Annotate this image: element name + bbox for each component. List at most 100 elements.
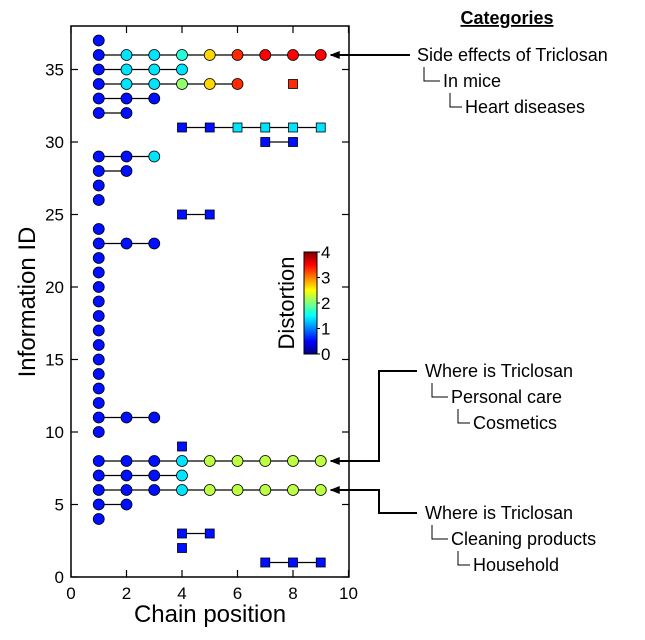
chain-point-circle	[314, 484, 327, 496]
chain-point-square	[232, 122, 243, 133]
chain-point-circle	[176, 484, 188, 496]
plot-frame	[70, 25, 350, 578]
chain-point-circle	[92, 165, 105, 177]
chain-point-square	[204, 528, 215, 539]
chain-point-circle	[176, 469, 188, 482]
chain-point-circle	[148, 455, 161, 467]
chain-point-circle	[92, 382, 105, 395]
chain-point-circle	[120, 107, 133, 119]
chain-point-circle	[92, 252, 105, 264]
chain-point-circle	[92, 179, 105, 192]
chain-point-circle	[92, 78, 105, 90]
x-tick-label: 0	[66, 584, 75, 603]
colorbar-ticks: 0 1 2 3 4	[317, 243, 330, 364]
chain-point-circle	[148, 469, 161, 482]
chain-point-circle	[92, 455, 105, 467]
chain-point-circle	[203, 78, 216, 90]
annotation-arrow	[329, 370, 417, 465]
chain-point-circle	[148, 78, 161, 90]
chain-point-square	[177, 441, 187, 452]
chain-point-circle	[314, 49, 327, 61]
chain-point-circle	[92, 469, 105, 482]
chain-point-square	[177, 543, 187, 553]
y-tick-label: 20	[45, 278, 64, 297]
colorbar: Distortion 0 1 2 3 4	[274, 243, 330, 364]
chain-point-circle	[148, 411, 161, 424]
chain-point-circle	[287, 49, 299, 61]
chain-point-square	[177, 528, 187, 539]
chain-point-square	[177, 122, 187, 133]
chain-point-circle	[92, 324, 105, 337]
chain-point-circle	[120, 484, 133, 496]
chain-point-circle	[176, 455, 188, 467]
chain-point-circle	[148, 237, 161, 250]
chain-point-circle	[120, 237, 133, 250]
colorbar-label: Distortion	[274, 257, 299, 350]
chain-point-square	[177, 209, 187, 220]
x-axis-label: Chain position	[134, 601, 286, 628]
y-tick-label: 35	[45, 61, 64, 80]
chain-point-circle	[92, 150, 105, 163]
chain-point-circle	[203, 49, 216, 61]
chain-point-square	[315, 122, 326, 133]
chain-point-circle	[314, 455, 327, 467]
chain-point-circle	[92, 194, 105, 206]
annotation-tree-line	[431, 525, 448, 540]
chain-point-circle	[120, 455, 133, 467]
x-tick-label: 2	[122, 584, 131, 603]
chain-point-circle	[92, 513, 105, 525]
chain-point-circle	[92, 92, 105, 105]
chain-point-circle	[148, 49, 161, 61]
chain-point-circle	[92, 34, 105, 47]
annotation-tree-line	[431, 383, 448, 398]
annotation-label: Where is Triclosan	[425, 361, 573, 381]
categories-header: Categories	[460, 8, 553, 28]
y-tick-label: 0	[55, 568, 64, 587]
chain-point-circle	[92, 397, 105, 409]
annotation-tree-line	[457, 551, 470, 566]
chain-point-circle	[92, 107, 105, 119]
annotation-label: Household	[473, 555, 559, 575]
chain-point-circle	[92, 295, 105, 308]
y-tick-label: 15	[45, 351, 64, 370]
chain-point-circle	[120, 92, 133, 105]
x-tick-label: 10	[339, 584, 358, 603]
chain-point-circle	[259, 455, 272, 467]
chain-point-circle	[120, 150, 133, 163]
colorbar-tick-label: 4	[321, 243, 330, 262]
annotation-label: Side effects of Triclosan	[417, 45, 608, 65]
chain-point-circle	[259, 49, 272, 61]
annotation-label: Cleaning products	[451, 529, 596, 549]
annotation-tree-line	[449, 93, 462, 108]
chain-point-circle	[120, 411, 133, 424]
annotation-label: Cosmetics	[473, 413, 557, 433]
colorbar-tick-label: 0	[321, 345, 330, 364]
chain-point-circle	[92, 368, 105, 380]
chain-point-circle	[92, 339, 105, 351]
chain-point-circle	[231, 78, 244, 90]
chain-point-circle	[120, 165, 133, 177]
annotation-arrow	[329, 486, 417, 514]
chain-point-circle	[203, 484, 216, 496]
x-tick-label: 4	[177, 584, 186, 603]
colorbar-tick-label: 2	[321, 294, 330, 313]
annotation-label: Heart diseases	[465, 97, 585, 117]
chain-point-circle	[148, 92, 161, 105]
annotation-label: In mice	[443, 71, 501, 91]
annotation-tree-line	[423, 67, 440, 82]
chain-point-square	[288, 137, 298, 147]
y-tick-label: 5	[55, 496, 64, 515]
chain-point-circle	[148, 150, 161, 163]
y-tick-label: 10	[45, 423, 64, 442]
chain-point-circle	[92, 310, 105, 322]
chain-point-circle	[287, 484, 299, 496]
chain-point-circle	[120, 63, 133, 76]
chain-point-circle	[92, 49, 105, 61]
chain-point-circle	[92, 353, 105, 366]
y-axis-label: Information ID	[14, 227, 41, 378]
chain-point-circle	[231, 49, 244, 61]
chain-point-circle	[259, 484, 272, 496]
chain-point-circle	[120, 49, 133, 61]
chain-point-circle	[92, 484, 105, 496]
